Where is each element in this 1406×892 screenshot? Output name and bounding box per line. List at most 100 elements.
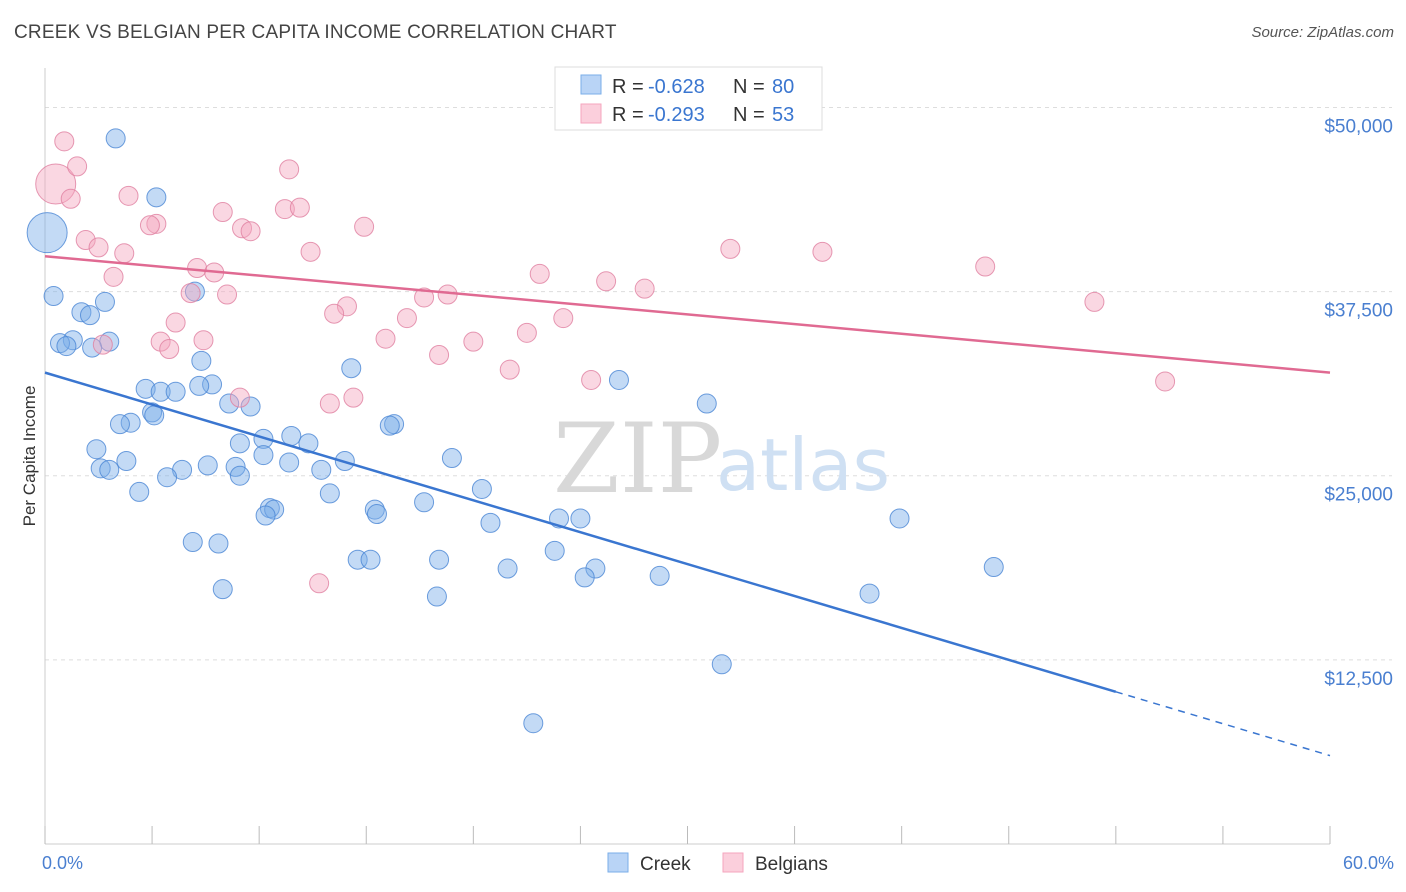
- creek-point-55: [366, 504, 387, 525]
- belgians-point-3: [60, 188, 81, 209]
- legend-swatch-belgians: [580, 103, 602, 124]
- legend-n-value-belgians: 53: [772, 104, 794, 126]
- y-tick-label-1: $25,000: [1324, 485, 1393, 506]
- belgians-point-45: [499, 359, 520, 380]
- legend-swatch-creek: [580, 74, 602, 95]
- belgians-point-47: [229, 387, 250, 408]
- legend-n-label-belgians: N =: [733, 104, 765, 126]
- creek-point-69: [574, 567, 595, 588]
- creek-point-16: [202, 374, 223, 395]
- creek-point-35: [253, 445, 274, 466]
- creek-point-1: [105, 128, 126, 149]
- creek-point-18: [150, 381, 171, 402]
- belgians-point-41: [150, 331, 171, 352]
- creek-trend-extension: [1115, 691, 1331, 757]
- belgians-point-31: [1084, 291, 1105, 312]
- creek-point-14: [341, 358, 362, 379]
- creek-point-22: [240, 396, 261, 417]
- belgians-point-17: [300, 241, 321, 262]
- creek-point-26: [120, 412, 141, 433]
- creek-point-42: [90, 458, 111, 479]
- belgians-point-46: [581, 369, 602, 390]
- creek-point-63: [544, 540, 565, 561]
- belgians-point-2: [67, 156, 88, 177]
- belgians-point-34: [396, 308, 417, 329]
- trend-lines: [44, 254, 1331, 757]
- bottom-legend-label-creek: Creek: [640, 854, 691, 875]
- belgians-point-21: [187, 258, 208, 279]
- creek-point-9: [62, 330, 83, 351]
- y-tick-label-2: $37,500: [1324, 301, 1393, 322]
- belgians-point-7: [212, 202, 233, 223]
- creek-point-56: [255, 505, 276, 526]
- creek-point-58: [570, 508, 591, 529]
- creek-point-34: [86, 439, 107, 460]
- creek-point-7: [79, 305, 100, 326]
- creek-point-59: [480, 512, 501, 533]
- creek-point-60: [889, 508, 910, 529]
- belgians-point-38: [193, 330, 214, 351]
- creek-point-23: [696, 393, 717, 414]
- watermark: ZIP atlas: [553, 403, 890, 515]
- belgians-point-9: [289, 197, 310, 218]
- creek-point-3: [43, 286, 64, 307]
- belgians-point-19: [812, 241, 833, 262]
- creek-point-68: [585, 558, 606, 579]
- belgians-point-1: [54, 131, 75, 152]
- belgians-point-16: [114, 243, 135, 264]
- belgians-point-15: [88, 237, 109, 258]
- creek-trend-line: [44, 371, 1117, 693]
- belgians-point-51: [309, 573, 330, 594]
- y-axis-tick-labels: $12,500 $25,000 $37,500 $50,000: [1324, 116, 1393, 689]
- creek-point-11: [56, 336, 77, 357]
- creek-point-66: [429, 549, 450, 570]
- creek-point-2: [146, 187, 167, 208]
- legend-box: R = -0.628 N = 80 R = -0.293 N = 53: [554, 66, 823, 131]
- creek-point-67: [497, 558, 518, 579]
- creek-point-24: [142, 402, 163, 423]
- belgians-point-36: [165, 312, 186, 333]
- creek-point-73: [859, 583, 880, 604]
- legend-n-value-creek: 80: [772, 76, 794, 98]
- legend-r-value-creek: -0.628: [648, 76, 705, 98]
- legend-n-label-creek: N =: [733, 76, 765, 98]
- creek-point-62: [208, 533, 229, 554]
- belgians-point-24: [596, 271, 617, 292]
- belgians-point-4: [118, 185, 139, 206]
- watermark-zip: ZIP: [553, 403, 722, 515]
- belgians-point-25: [634, 278, 655, 299]
- creek-point-0: [26, 212, 68, 254]
- creek-point-45: [311, 459, 332, 480]
- bottom-legend: Creek Belgians: [607, 852, 828, 875]
- belgians-trend-line: [44, 254, 1331, 374]
- creek-point-20: [189, 375, 210, 396]
- creek-point-76: [523, 713, 544, 734]
- bottom-legend-swatch-creek: [607, 852, 629, 873]
- legend-r-label-creek: R =: [612, 76, 644, 98]
- belgians-points: [35, 131, 1176, 594]
- x-axis-ticks: [44, 826, 1331, 844]
- creek-point-49: [129, 481, 150, 502]
- creek-point-46: [229, 465, 250, 486]
- creek-point-48: [471, 478, 492, 499]
- belgians-point-5: [146, 213, 167, 234]
- creek-point-71: [212, 579, 233, 600]
- belgians-point-12: [240, 221, 261, 242]
- belgians-point-28: [217, 284, 238, 305]
- creek-point-32: [298, 433, 319, 454]
- svg-text:R = -0.293 N =: R = -0.293 N = 53: [612, 104, 794, 126]
- belgians-point-39: [375, 328, 396, 349]
- y-tick-label-3: $50,000: [1324, 116, 1393, 137]
- creek-point-72: [426, 586, 447, 607]
- creek-point-36: [441, 448, 462, 469]
- creek-point-17: [135, 378, 156, 399]
- belgians-point-49: [343, 387, 364, 408]
- bottom-legend-swatch-belgians: [722, 852, 744, 873]
- x-tick-label-min: 0.0%: [42, 853, 83, 873]
- creek-point-19: [165, 381, 186, 402]
- belgians-point-14: [75, 230, 96, 251]
- creek-point-37: [116, 451, 137, 471]
- creek-point-47: [157, 467, 178, 488]
- creek-point-40: [197, 455, 218, 476]
- belgians-point-10: [279, 159, 300, 180]
